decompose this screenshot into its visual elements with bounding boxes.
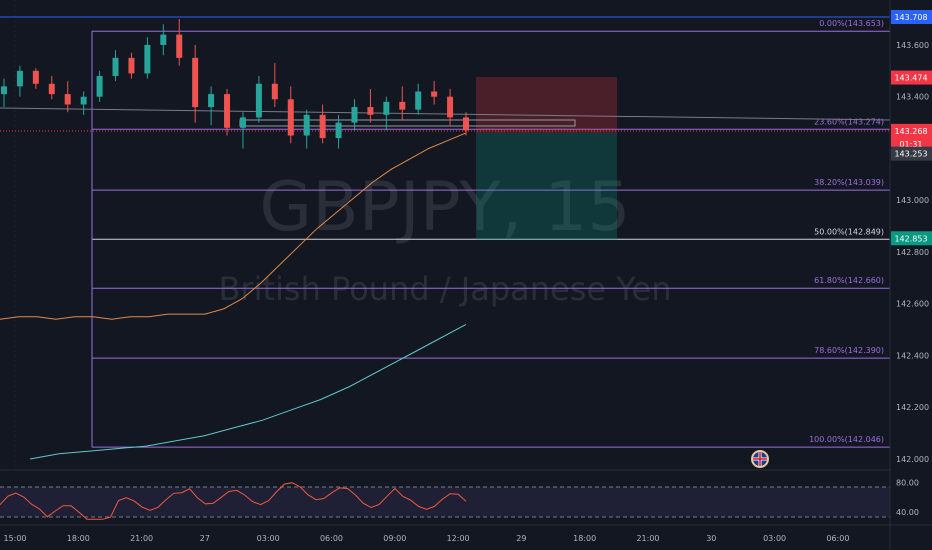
symbol-watermark: GBPJPY, 15 British Pound / Japanese Yen	[218, 168, 671, 308]
price-badge-label: 143.474	[894, 74, 927, 83]
price-badge-label: 143.253	[894, 150, 927, 159]
fib-level-label: 23.60%(143.274)	[814, 117, 884, 126]
price-tick-label: 143.600	[896, 41, 929, 50]
short-position-tool[interactable]	[476, 77, 617, 240]
fib-level-label: 78.60%(142.390)	[814, 346, 884, 355]
trend-line[interactable]	[0, 107, 891, 121]
fib-level-label: 61.80%(142.660)	[814, 276, 884, 285]
time-tick-label: 09:00	[383, 534, 406, 543]
candle-body	[16, 70, 23, 87]
watermark-symbol: GBPJPY, 15	[259, 168, 630, 247]
price-badge-label: 142.853	[894, 234, 927, 243]
candle-body	[335, 122, 342, 139]
candle-body	[303, 114, 310, 136]
candle-body	[208, 94, 215, 108]
fib-level-label: 50.00%(142.849)	[814, 227, 884, 236]
time-tick-label: 12:00	[447, 534, 470, 543]
rsi-series-line	[0, 482, 467, 520]
candle-body	[112, 57, 119, 77]
price-badge	[891, 10, 932, 24]
time-tick-label: 18:00	[67, 534, 90, 543]
candle-body	[415, 91, 422, 110]
fibonacci-retracement[interactable]: 0.00%(143.653) 23.60%(143.274) 38.20%(143.…	[91, 19, 890, 448]
time-tick-label: 06:00	[320, 534, 343, 543]
candle-body	[463, 117, 469, 131]
price-badge	[891, 70, 932, 85]
candlestick-series	[1, 19, 469, 149]
price-tick-label: 142.200	[896, 403, 929, 412]
time-tick-label: 27	[200, 534, 210, 543]
moving-average-line	[0, 132, 467, 320]
candle-body	[255, 83, 262, 118]
candle-body	[319, 114, 326, 139]
candle-body	[192, 57, 199, 108]
candle-body	[48, 83, 55, 95]
candle-body	[447, 96, 454, 118]
watermark-description: British Pound / Japanese Yen	[218, 270, 671, 308]
time-tick-label: 15:00	[3, 534, 26, 543]
price-tick-label: 142.600	[896, 300, 929, 309]
rsi-line	[0, 482, 467, 520]
stop-loss-zone[interactable]	[476, 77, 617, 133]
candle-body	[144, 44, 151, 74]
time-tick-label: 18:00	[573, 534, 596, 543]
price-axis[interactable]	[890, 0, 932, 550]
uk-flag-icon[interactable]	[751, 450, 769, 468]
time-tick-label: 21:00	[636, 534, 659, 543]
fib-level-label: 38.20%(143.039)	[814, 178, 884, 187]
candle-body	[287, 99, 294, 136]
candle-body	[64, 94, 71, 105]
candle-body	[224, 94, 231, 128]
fib-level-label: 0.00%(143.653)	[819, 19, 884, 28]
price-badge	[891, 123, 932, 138]
price-badge	[891, 146, 932, 161]
candle-body	[176, 34, 183, 58]
price-tick-label: 143.400	[896, 93, 929, 102]
candle-body	[367, 107, 374, 115]
rsi-tick-label: 40.00	[896, 508, 919, 517]
price-tick-label: 142.800	[896, 248, 929, 257]
candle-body	[96, 76, 103, 97]
candle-body	[32, 70, 39, 84]
price-tick-label: 142.400	[896, 351, 929, 360]
rsi-band-background	[0, 487, 890, 517]
candle-body	[160, 34, 167, 45]
price-badge-label: 143.268	[894, 127, 927, 136]
price-badge-label: 01:31	[899, 140, 922, 149]
candle-body	[80, 96, 87, 105]
time-tick-label: 29	[516, 534, 526, 543]
rsi-axis-labels: 80.00 40.00	[896, 479, 919, 517]
time-axis-labels[interactable]: 15:00 18:00 21:00 27 03:00 06:00 09:00 12:00 29 1…	[3, 534, 849, 543]
moving-average-line	[29, 323, 467, 460]
candle-body	[383, 101, 390, 115]
candle-body	[431, 91, 438, 97]
moving-averages	[0, 132, 467, 460]
candle-body	[239, 117, 246, 128]
time-tick-label: 06:00	[826, 534, 849, 543]
candle-body	[271, 83, 278, 100]
price-badge-label: 143.708	[894, 13, 927, 22]
time-tick-label: 03:00	[257, 534, 280, 543]
rsi-tick-label: 80.00	[896, 479, 919, 488]
price-badge	[891, 231, 932, 246]
fib-level-label: 100.00%(142.046)	[809, 435, 884, 444]
time-tick-label: 30	[706, 534, 716, 543]
price-tick-label: 142.000	[896, 455, 929, 464]
time-tick-label: 03:00	[763, 534, 786, 543]
price-tick-label: 143.000	[896, 196, 929, 205]
candle-body	[1, 86, 7, 95]
candle-body	[399, 101, 406, 110]
time-tick-label: 21:00	[130, 534, 153, 543]
candle-body	[351, 107, 358, 123]
take-profit-zone[interactable]	[476, 133, 617, 240]
candle-body	[128, 57, 135, 74]
